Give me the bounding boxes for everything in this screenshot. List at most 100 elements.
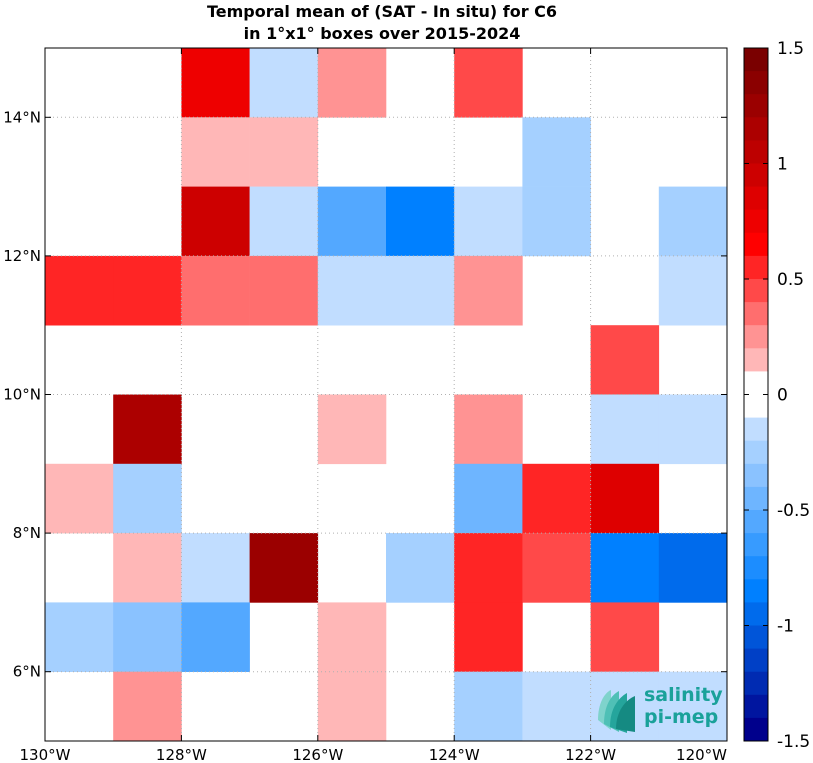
heatmap-cell <box>658 533 728 603</box>
y-tick-label: 12°N <box>3 247 41 265</box>
heatmap-cell <box>454 463 523 534</box>
heatmap-cell <box>454 255 523 326</box>
x-axis: 130°W 128°W 126°W 124°W 122°W 120°W <box>20 48 728 763</box>
heatmap-cell <box>590 602 660 672</box>
colorbar-segment <box>744 556 768 580</box>
y-axis: 6°N 8°N 10°N 12°N 14°N <box>3 108 727 681</box>
heatmap-cell <box>454 671 523 742</box>
heatmap-cell <box>522 186 591 257</box>
colorbar-segment <box>744 117 768 141</box>
colorbar-segment <box>744 140 768 164</box>
heatmap-cell <box>113 394 182 465</box>
colorbar-segment <box>744 371 768 395</box>
heatmap-cell <box>249 48 319 118</box>
grid-layer <box>44 48 728 741</box>
heatmap-cell <box>386 255 455 326</box>
colorbar-segment <box>744 348 768 372</box>
colorbar-tick-label: 0 <box>777 386 788 406</box>
chart-title-line-1: Temporal mean of (SAT - In situ) for C6 <box>207 2 557 21</box>
heatmap-cell <box>522 533 591 603</box>
heatmap-cell <box>454 48 523 118</box>
heatmap-cell <box>658 671 728 742</box>
colorbar-segment <box>744 648 768 673</box>
heatmap-cell <box>249 533 319 603</box>
cells-layer <box>45 48 728 742</box>
colorbar-segment <box>744 94 768 118</box>
heatmap-cell <box>45 602 114 672</box>
colorbar-segment <box>744 394 768 418</box>
heatmap-cell <box>317 186 387 257</box>
colorbar-tick-label: -0.5 <box>777 501 810 521</box>
x-tick-label: 130°W <box>20 746 71 763</box>
x-tick-label: 120°W <box>676 746 727 763</box>
x-tick-label: 128°W <box>156 746 207 763</box>
heatmap-cell <box>454 602 523 672</box>
colorbar-tick-label: -1.5 <box>777 732 810 752</box>
colorbar-tick-label: 0.5 <box>777 270 804 290</box>
y-tick-label: 10°N <box>3 386 41 404</box>
logo-text-pi-mep: pi-mep <box>644 706 718 728</box>
heatmap-cell <box>181 186 250 257</box>
heatmap-cell <box>181 533 250 603</box>
chart-title-line-2: in 1°x1° boxes over 2015-2024 <box>244 24 521 43</box>
colorbar-segment <box>744 163 768 187</box>
salinity-pi-mep-logo: salinity pi-mep <box>598 684 723 733</box>
colorbar-segment <box>744 209 768 234</box>
heatmap-cell <box>181 255 250 326</box>
heatmap-cell <box>454 394 523 465</box>
colorbar-segment <box>744 510 768 534</box>
heatmap-cell <box>658 186 728 257</box>
colorbar-tick-label: -1 <box>777 617 794 637</box>
logo-waves-icon <box>598 690 635 733</box>
colorbar-segment <box>744 671 768 696</box>
colorbar-segment <box>744 717 768 742</box>
heatmap-cell <box>522 463 591 534</box>
heatmap-cell <box>522 671 591 742</box>
heatmap-cell <box>317 602 387 672</box>
heatmap-cell <box>522 117 591 187</box>
y-tick-label: 6°N <box>13 663 41 681</box>
colorbar-segment <box>744 625 768 649</box>
colorbar-segment <box>744 71 768 95</box>
heatmap-cell <box>181 48 250 118</box>
x-tick-label: 122°W <box>565 746 616 763</box>
heatmap-cell <box>317 255 387 326</box>
heatmap-cell <box>386 186 455 257</box>
heatmap-cell <box>658 255 728 326</box>
heatmap-cell <box>590 394 660 465</box>
colorbar-segment <box>744 533 768 557</box>
heatmap-cell <box>45 255 114 326</box>
heatmap-cell <box>181 602 250 672</box>
colorbar-segment <box>744 579 768 603</box>
heatmap-cell <box>317 671 387 742</box>
colorbar-segment <box>744 255 768 280</box>
colorbar-segment <box>744 417 768 442</box>
colorbar-segment <box>744 48 768 72</box>
x-tick-label: 124°W <box>429 746 480 763</box>
colorbar-segment <box>744 486 768 511</box>
heatmap-cell <box>113 463 182 534</box>
colorbar-segment <box>744 186 768 211</box>
colorbar-segment <box>744 602 768 626</box>
colorbar-tick-label: 1 <box>777 155 788 175</box>
colorbar-segment <box>744 302 768 326</box>
heatmap-cell <box>249 255 319 326</box>
colorbar-segment <box>744 279 768 303</box>
colorbar-tick-label: 1.5 <box>777 39 804 59</box>
heatmap-cell <box>590 325 660 395</box>
heatmap-cell <box>113 255 182 326</box>
logo-text-salinity: salinity <box>644 684 723 706</box>
heatmap-cell <box>113 602 182 672</box>
heatmap-cell <box>113 533 182 603</box>
heatmap-cell <box>454 533 523 603</box>
heatmap-cell <box>249 186 319 257</box>
heatmap-cell <box>590 533 660 603</box>
colorbar-segment <box>744 694 768 719</box>
x-tick-label: 126°W <box>292 746 343 763</box>
heatmap-cell <box>317 394 387 465</box>
heatmap-cell <box>317 48 387 118</box>
colorbar-segment <box>744 463 768 488</box>
colorbar: 1.5 1 0.5 0 -0.5 -1 -1.5 <box>743 39 810 752</box>
heatmap-cell <box>181 117 250 187</box>
